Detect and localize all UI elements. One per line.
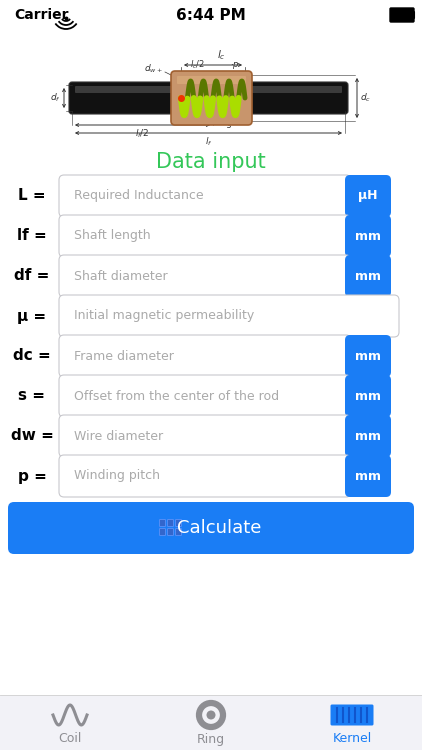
Text: Required Inductance: Required Inductance [74, 190, 204, 202]
Text: mm: mm [355, 269, 381, 283]
Text: $d_c$: $d_c$ [360, 92, 371, 104]
FancyBboxPatch shape [345, 375, 391, 417]
Text: $d_{w+}$: $d_{w+}$ [144, 63, 163, 75]
FancyBboxPatch shape [59, 455, 351, 497]
FancyBboxPatch shape [176, 520, 181, 526]
FancyBboxPatch shape [59, 255, 351, 297]
FancyBboxPatch shape [59, 295, 399, 337]
Text: $s$: $s$ [226, 121, 232, 130]
Text: Data input: Data input [156, 152, 266, 172]
FancyBboxPatch shape [345, 175, 391, 217]
Text: 6:44 PM: 6:44 PM [176, 8, 246, 22]
Text: $l_f$: $l_f$ [205, 136, 212, 148]
FancyBboxPatch shape [390, 8, 414, 22]
Text: mm: mm [355, 350, 381, 362]
Text: Frame diameter: Frame diameter [74, 350, 174, 362]
Text: Shaft diameter: Shaft diameter [74, 269, 168, 283]
Text: df =: df = [14, 268, 50, 284]
FancyBboxPatch shape [160, 520, 165, 526]
FancyBboxPatch shape [345, 255, 391, 297]
Text: mm: mm [355, 430, 381, 442]
FancyBboxPatch shape [69, 82, 348, 114]
FancyBboxPatch shape [171, 71, 252, 125]
Text: Initial magnetic permeability: Initial magnetic permeability [74, 310, 254, 322]
Circle shape [206, 710, 216, 719]
Text: Shaft length: Shaft length [74, 230, 151, 242]
Bar [0, 695, 422, 750]
FancyBboxPatch shape [330, 704, 373, 725]
FancyBboxPatch shape [168, 520, 173, 526]
Text: μH: μH [358, 190, 378, 202]
Text: $d_f$: $d_f$ [50, 92, 61, 104]
FancyBboxPatch shape [177, 76, 246, 84]
Text: $l_f/2$: $l_f/2$ [135, 128, 150, 140]
FancyBboxPatch shape [59, 335, 351, 377]
Text: $l_c$: $l_c$ [216, 48, 225, 62]
FancyBboxPatch shape [59, 215, 351, 257]
Text: Kernel: Kernel [333, 733, 372, 746]
Text: $l_c/2$: $l_c/2$ [189, 58, 204, 71]
Text: mm: mm [355, 230, 381, 242]
Text: p =: p = [18, 469, 46, 484]
Text: mm: mm [355, 470, 381, 482]
FancyBboxPatch shape [59, 375, 351, 417]
FancyBboxPatch shape [345, 335, 391, 377]
FancyBboxPatch shape [345, 455, 391, 497]
Text: Carrier: Carrier [14, 8, 68, 22]
FancyBboxPatch shape [75, 86, 342, 93]
Text: lf =: lf = [17, 229, 47, 244]
Text: μ =: μ = [17, 308, 46, 323]
Text: Coil: Coil [58, 733, 82, 746]
FancyBboxPatch shape [345, 415, 391, 457]
FancyBboxPatch shape [176, 529, 181, 536]
FancyBboxPatch shape [8, 502, 414, 554]
Text: $\cdot p$: $\cdot p$ [230, 60, 239, 71]
Text: Calculate: Calculate [177, 519, 261, 537]
FancyBboxPatch shape [168, 529, 173, 536]
Text: Ring: Ring [197, 733, 225, 746]
Text: Wire diameter: Wire diameter [74, 430, 163, 442]
Text: dw =: dw = [11, 428, 54, 443]
FancyBboxPatch shape [160, 529, 165, 536]
Text: s =: s = [19, 388, 46, 404]
Text: L =: L = [18, 188, 46, 203]
FancyBboxPatch shape [59, 175, 351, 217]
Text: Winding pitch: Winding pitch [74, 470, 160, 482]
Text: dc =: dc = [13, 349, 51, 364]
FancyBboxPatch shape [59, 415, 351, 457]
FancyBboxPatch shape [345, 215, 391, 257]
Text: mm: mm [355, 389, 381, 403]
Text: Offset from the center of the rod: Offset from the center of the rod [74, 389, 279, 403]
